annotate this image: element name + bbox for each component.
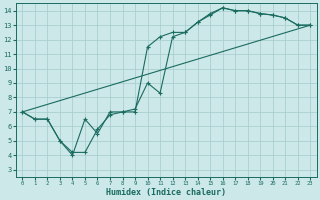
X-axis label: Humidex (Indice chaleur): Humidex (Indice chaleur) [106,188,226,197]
